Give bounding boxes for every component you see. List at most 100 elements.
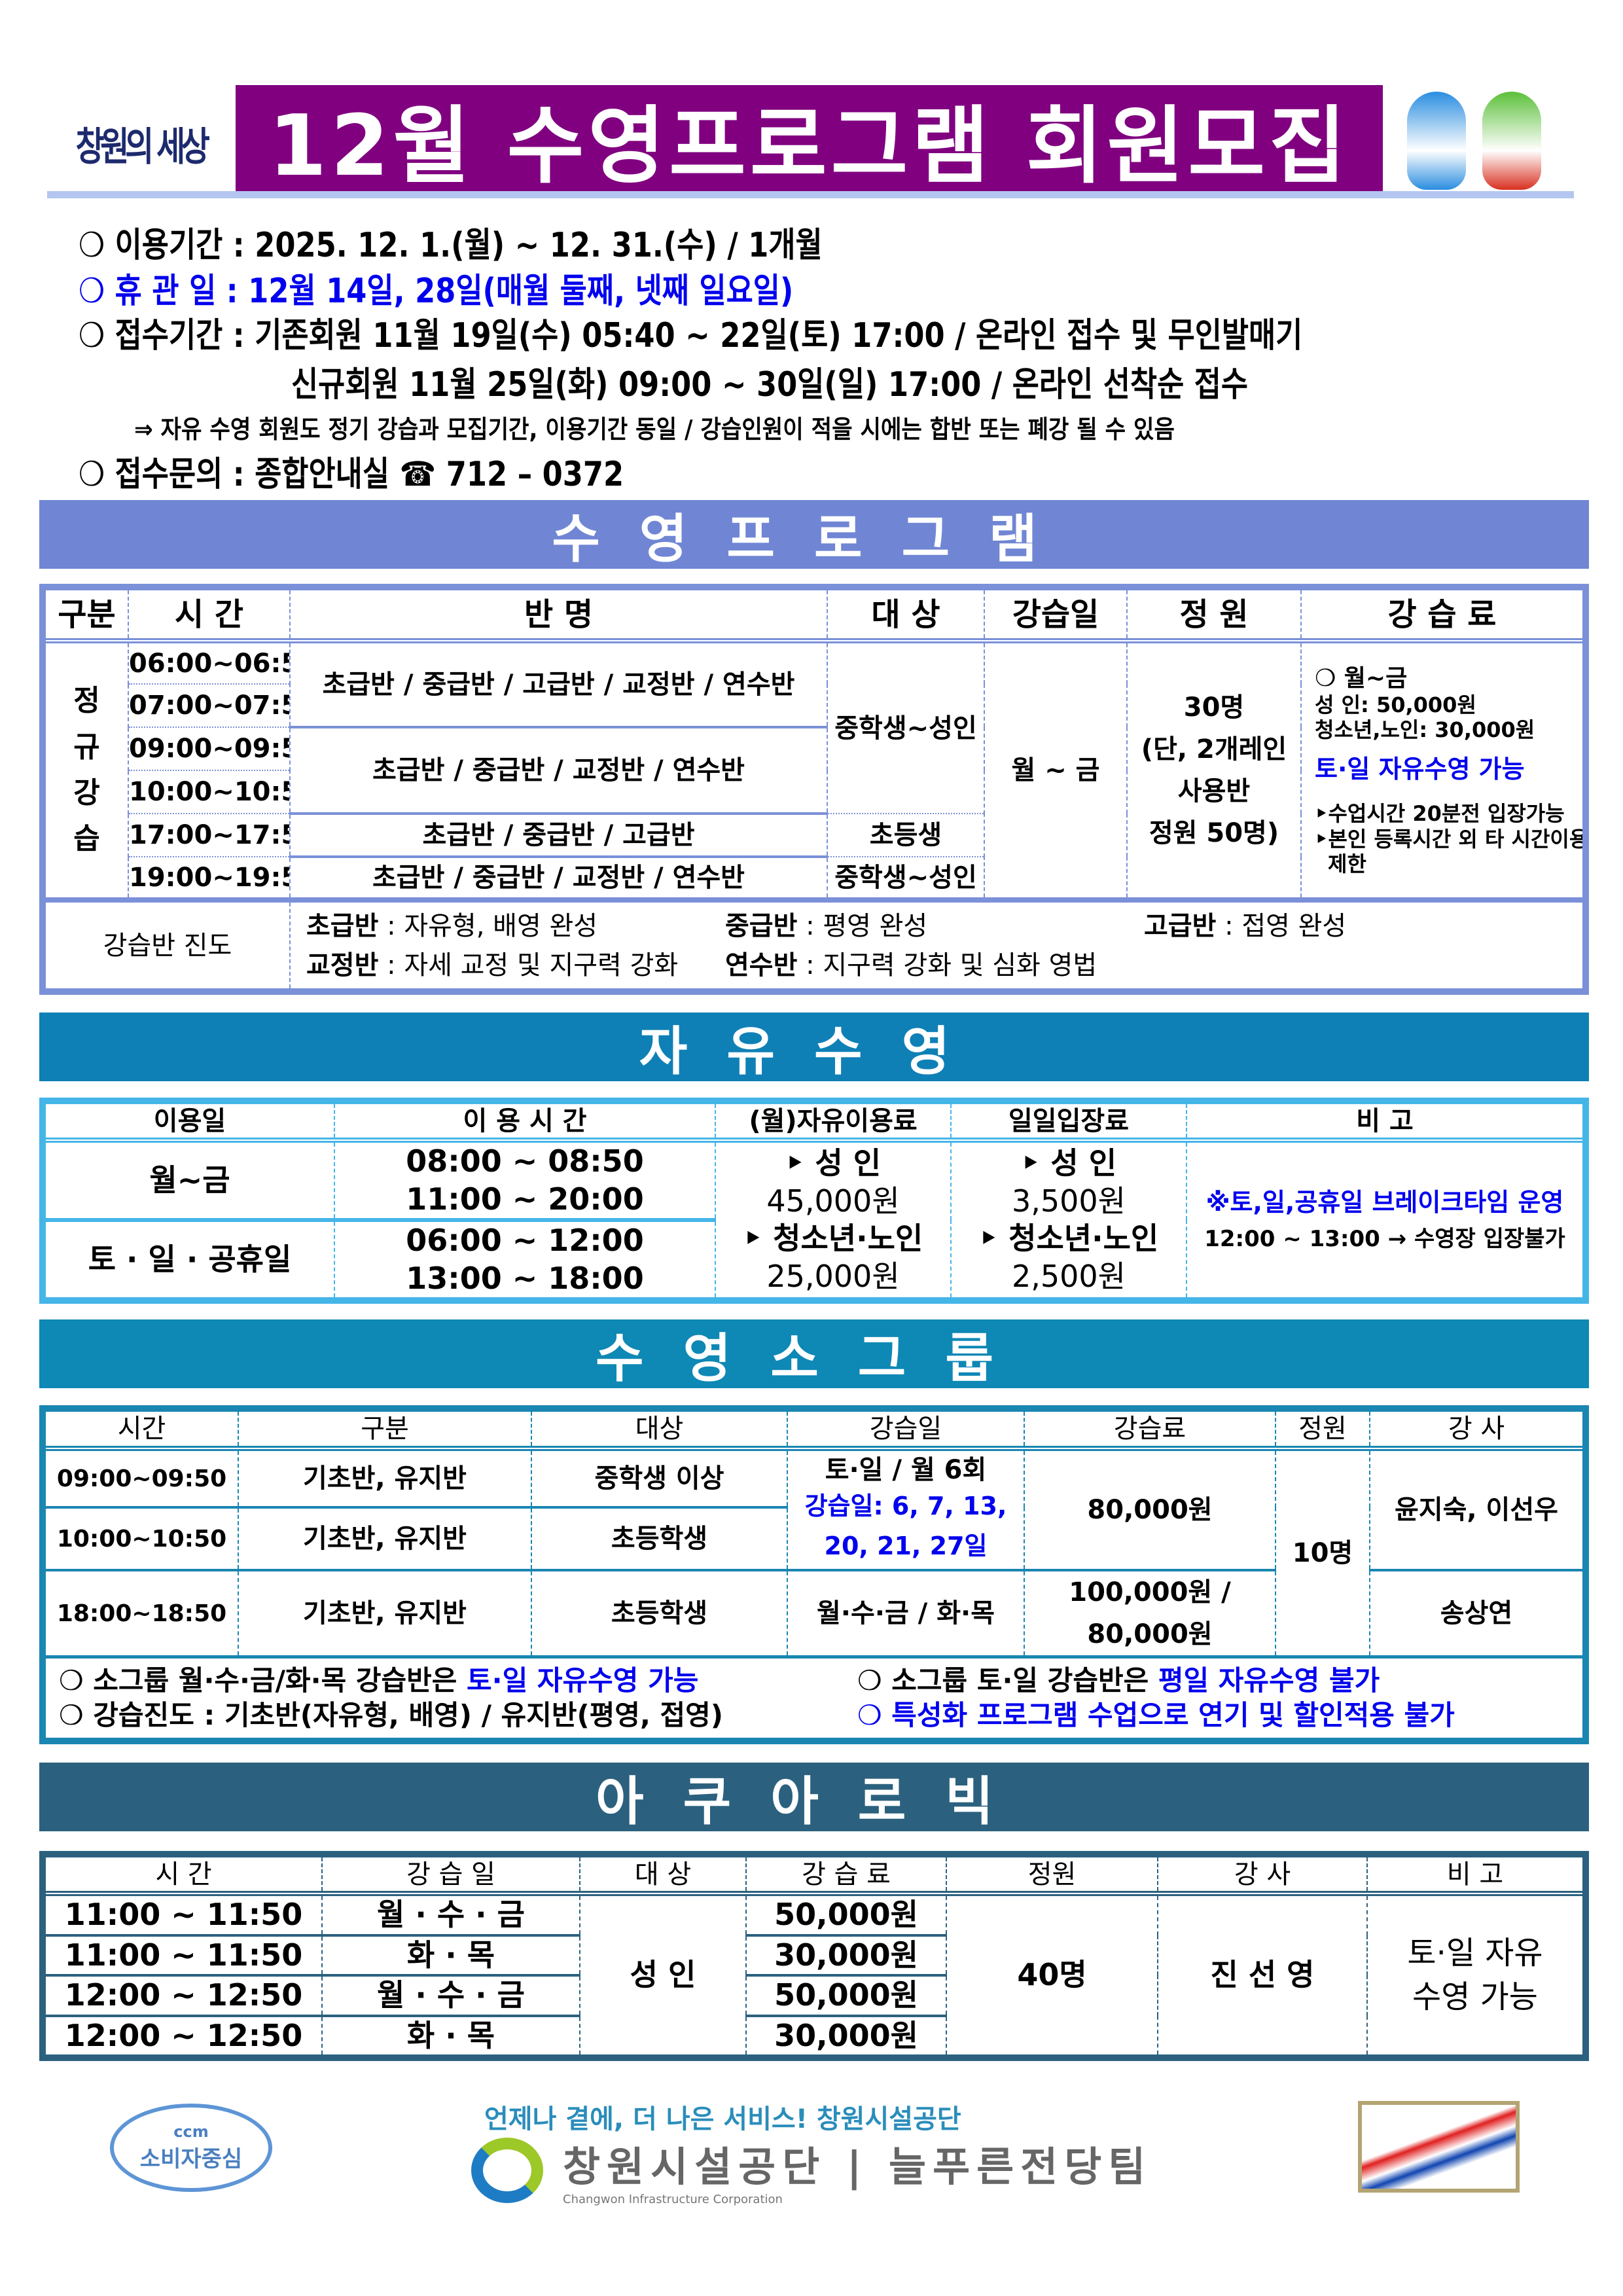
class-cell: 초급반 / 중급반 / 교정반 / 연수반 xyxy=(289,726,827,814)
info-period: ❍ 이용기간 : 2025. 12. 1.(월) ~ 12. 31.(수) / … xyxy=(79,226,823,265)
col-header: 강 습 료 xyxy=(745,1854,946,1896)
fee-cell: 50,000원 xyxy=(745,1974,946,2016)
col-header: 강습일 xyxy=(787,1408,1024,1451)
col-header: 이 용 시 간 xyxy=(334,1101,715,1143)
time-cell: 12:00 ~ 12:50 xyxy=(42,1974,322,2016)
time-cell: 11:00 ~ 11:50 xyxy=(42,1893,322,1935)
type-cell: 기초반, 유지반 xyxy=(238,1506,531,1570)
col-header: 강습료 xyxy=(1024,1408,1275,1451)
target-cell: 중학생~성인 xyxy=(827,640,984,814)
col-header: 강 습 료 xyxy=(1300,586,1586,643)
city-logo: 창원의 세상 xyxy=(75,124,210,170)
days-cell: 화 · 목 xyxy=(321,1933,580,1975)
section-title-small-group: 수영소그룹 xyxy=(39,1319,1589,1389)
fee-cell: ❍ 월~금 성 인: 50,000원 청소년,노인: 30,000원 토·일 자… xyxy=(1300,640,1586,900)
certification-logo xyxy=(1358,2101,1520,2193)
col-header: 강 습 일 xyxy=(321,1854,580,1896)
days-cell: 월 · 수 · 금 xyxy=(321,1893,580,1935)
ccm-logo: ccm 소비자중심 xyxy=(110,2104,272,2192)
free-swim-table: 이용일 이 용 시 간 (월)자유이용료 일일입장료 비 고 월~금 08:00… xyxy=(39,1098,1589,1304)
target-cell: 중학생~성인 xyxy=(827,856,984,900)
remark-cell: ※토,일,공휴일 브레이크타임 운영 12:00 ~ 13:00 → 수영장 입장… xyxy=(1186,1140,1586,1300)
divider xyxy=(47,191,1574,198)
time-cell: 10:00~10:50 xyxy=(128,770,290,814)
time-cell: 06:00~06:50 xyxy=(128,640,290,684)
col-header: 정 원 xyxy=(1126,586,1301,643)
small-group-notes: ❍ 소그룹 월·수·금/화·목 강습반은 토·일 자유수영 가능 ❍ 소그룹 토·… xyxy=(42,1657,1586,1741)
target-cell: 중학생 이상 xyxy=(531,1448,787,1507)
mascot-blue xyxy=(1407,92,1466,190)
coach-cell: 윤지숙, 이선우 xyxy=(1369,1448,1586,1570)
time-cell: 17:00~17:50 xyxy=(128,813,290,857)
section-title-aquarobic: 아쿠아로빅 xyxy=(39,1763,1589,1832)
days-cell: 월 · 수 · 금 xyxy=(321,1974,580,2016)
col-header: 시 간 xyxy=(42,1854,322,1896)
time-cell: 07:00~07:50 xyxy=(128,683,290,727)
target-cell: 초등생 xyxy=(827,813,984,857)
capacity-cell: 30명 (단, 2개레인 사용반 정원 50명) xyxy=(1126,640,1301,900)
fee-cell: 80,000원 xyxy=(1024,1448,1275,1570)
info-closed: ❍ 휴 관 일 : 12월 14일, 28일(매월 둘째, 넷째 일요일) xyxy=(79,272,794,311)
aquarobic-table: 시 간 강 습 일 대 상 강 습 료 정원 강 사 비 고 11:00 ~ 1… xyxy=(39,1851,1589,2061)
day-cell: 월~금 xyxy=(42,1140,334,1220)
target-cell: 성 인 xyxy=(579,1893,746,2058)
changwon-mark-icon xyxy=(471,2137,543,2203)
days-cell: 토·일 / 월 6회 강습일: 6, 7, 13, 20, 21, 27일 xyxy=(787,1448,1024,1570)
section-title-free-swim: 자유수영 xyxy=(39,1013,1589,1082)
progress-label: 강습반 진도 xyxy=(42,899,290,992)
col-header: 대 상 xyxy=(579,1854,746,1896)
time-cell: 18:00~18:50 xyxy=(42,1569,238,1657)
days-cell: 월·수·금 / 화·목 xyxy=(787,1569,1024,1657)
capacity-cell: 10명 xyxy=(1275,1448,1370,1657)
col-header: 정원 xyxy=(1275,1408,1370,1451)
col-header: 강습일 xyxy=(984,586,1127,643)
type-cell: 기초반, 유지반 xyxy=(238,1448,531,1507)
coach-cell: 송상연 xyxy=(1369,1569,1586,1657)
fee-cell: 30,000원 xyxy=(745,1933,946,1975)
time-cell: 09:00~09:50 xyxy=(42,1448,238,1507)
col-header: 시 간 xyxy=(128,586,290,643)
col-header: 구분 xyxy=(238,1408,531,1451)
target-cell: 초등학생 xyxy=(531,1506,787,1570)
col-header: 반 명 xyxy=(289,586,827,643)
remark-cell: 토·일 자유 수영 가능 xyxy=(1366,1893,1586,2058)
page-title: 12월 수영프로그램 회원모집 xyxy=(236,85,1383,195)
col-header: 대상 xyxy=(531,1408,787,1451)
days-cell: 월 ~ 금 xyxy=(984,640,1127,900)
coach-cell: 진 선 영 xyxy=(1157,1893,1367,2058)
col-header: 일일입장료 xyxy=(950,1101,1186,1143)
footer-slogan: 언제나 곁에, 더 나은 서비스! 창원시설공단 xyxy=(484,2104,961,2134)
col-header: 강 사 xyxy=(1369,1408,1586,1451)
day-cell: 토 · 일 · 공휴일 xyxy=(42,1220,334,1300)
time-cell: 10:00~10:50 xyxy=(42,1506,238,1570)
info-registration-new: 신규회원 11월 25일(화) 09:00 ~ 30일(일) 17:00 / 온… xyxy=(291,365,1249,404)
class-cell: 초급반 / 중급반 / 고급반 / 교정반 / 연수반 xyxy=(289,640,827,727)
time-cell: 09:00~09:50 xyxy=(128,726,290,770)
info-registration: ❍ 접수기간 : 기존회원 11월 19일(수) 05:40 ~ 22일(토) … xyxy=(79,316,1303,355)
time-cell: 19:00~19:50 xyxy=(128,856,290,900)
fee-cell: 50,000원 xyxy=(745,1893,946,1935)
col-header: 비 고 xyxy=(1186,1101,1586,1143)
col-header: 비 고 xyxy=(1366,1854,1586,1896)
info-contact: ❍ 접수문의 : 종합안내실 ☎ 712 – 0372 xyxy=(79,455,624,494)
mascot-green xyxy=(1482,92,1541,190)
time-cell: 11:00 ~ 11:50 xyxy=(42,1933,322,1975)
class-cell: 초급반 / 중급반 / 교정반 / 연수반 xyxy=(289,855,827,900)
col-header: 대 상 xyxy=(827,586,984,643)
time-cell: 06:00 ~ 12:00 13:00 ~ 18:00 xyxy=(334,1220,715,1300)
info-note: ⇒ 자유 수영 회원도 정기 강습과 모집기간, 이용기간 동일 / 강습인원이… xyxy=(134,415,1175,444)
col-header: 구분 xyxy=(42,586,128,643)
col-header: 강 사 xyxy=(1157,1854,1367,1896)
col-header: (월)자유이용료 xyxy=(715,1101,951,1143)
changwon-logo: 창원시설공단 | 늘푸른전당팀 Changwon Infrastructure C… xyxy=(471,2134,1152,2206)
fee-cell: 100,000원 /80,000원 xyxy=(1024,1569,1275,1657)
fee-cell: 30,000원 xyxy=(745,2014,946,2058)
days-cell: 화 · 목 xyxy=(321,2014,580,2058)
time-cell: 08:00 ~ 08:50 11:00 ~ 20:00 xyxy=(334,1140,715,1220)
monthly-fee-cell: ‣ 성 인 45,000원 ‣ 청소년·노인 25,000원 xyxy=(715,1140,951,1300)
capacity-cell: 40명 xyxy=(946,1893,1158,2058)
class-cell: 초급반 / 중급반 / 고급반 xyxy=(289,812,827,857)
type-cell: 기초반, 유지반 xyxy=(238,1569,531,1657)
